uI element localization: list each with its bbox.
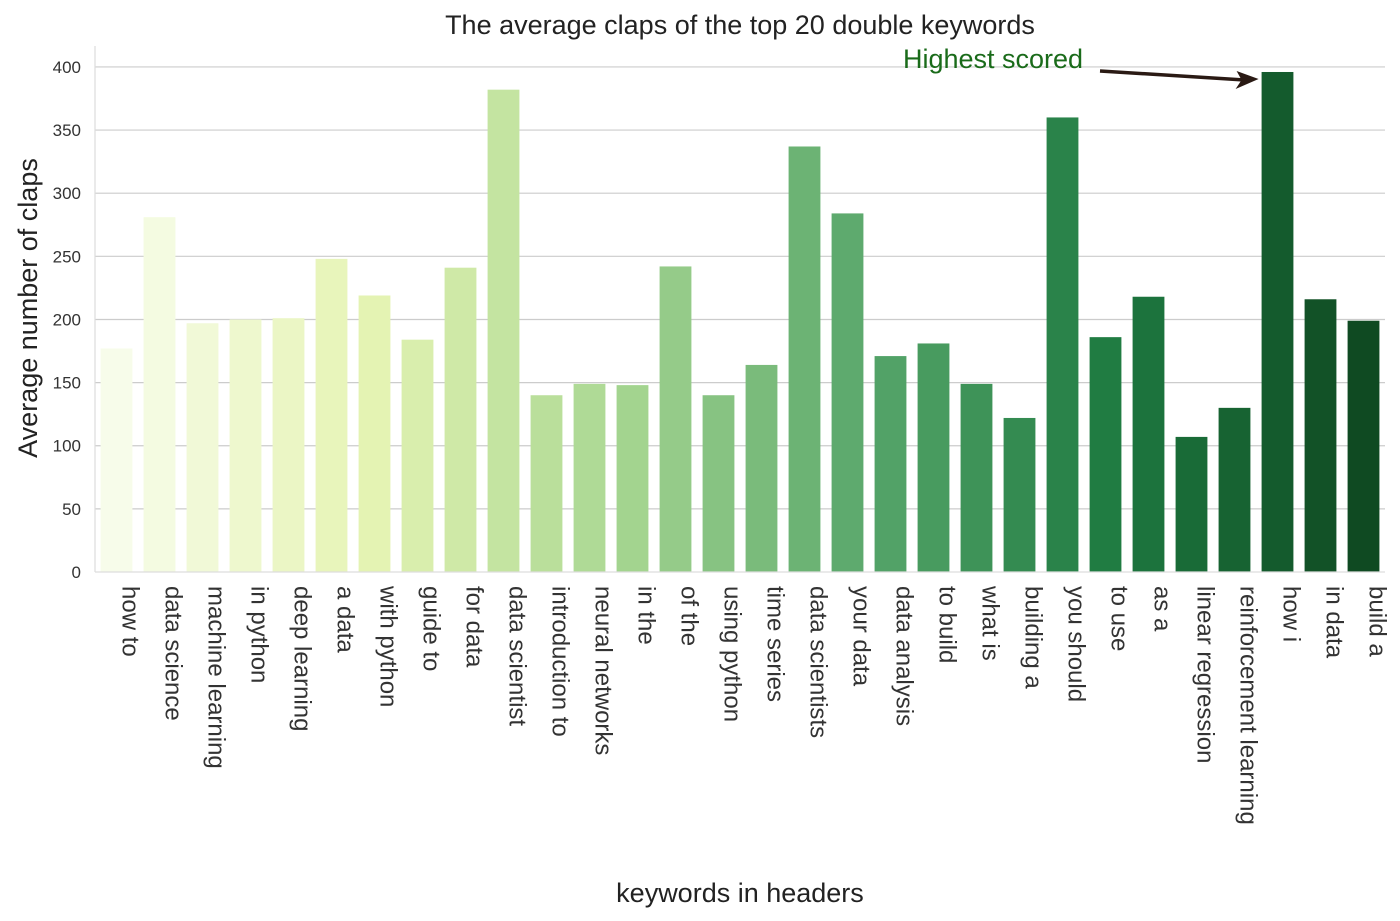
x-tick-label: with python xyxy=(375,585,402,707)
x-tick-label: in python xyxy=(246,586,273,683)
y-tick-label: 200 xyxy=(53,310,81,329)
bar xyxy=(573,383,606,572)
bar xyxy=(358,295,391,572)
annotation-arrowhead xyxy=(1235,70,1259,89)
x-tick-label: what is xyxy=(977,585,1004,661)
x-tick-label: building a xyxy=(1020,586,1047,689)
bar xyxy=(1347,320,1380,572)
bar xyxy=(315,258,348,572)
x-tick-label: build a xyxy=(1364,586,1391,657)
chart-title: The average claps of the top 20 double k… xyxy=(445,10,1035,40)
annotation-arrow xyxy=(1099,69,1245,82)
bar xyxy=(487,89,520,572)
bar xyxy=(659,266,692,572)
bar xyxy=(616,385,649,572)
x-tick-label: guide to xyxy=(418,586,445,671)
bar xyxy=(1218,407,1251,572)
y-tick-label: 50 xyxy=(62,500,81,519)
bar xyxy=(229,319,262,572)
x-tick-label: for data xyxy=(461,586,488,668)
x-tick-labels: how to data science machine learning in pyt… xyxy=(117,585,1391,825)
x-tick-label: how i xyxy=(1278,586,1305,642)
x-tick-label: data scientist xyxy=(504,586,531,726)
y-tick-label: 300 xyxy=(53,184,81,203)
x-tick-label: neural networks xyxy=(590,586,617,755)
bar xyxy=(960,383,993,572)
x-tick-label: reinforcement learning xyxy=(1235,586,1262,825)
bar xyxy=(186,323,219,572)
x-tick-label: deep learning xyxy=(289,586,316,731)
x-tick-label: machine learning xyxy=(203,586,230,769)
x-tick-label: in the xyxy=(633,586,660,645)
x-axis-label: keywords in headers xyxy=(616,878,864,908)
y-tick-label: 100 xyxy=(53,437,81,456)
x-tick-label: your data xyxy=(848,586,875,687)
x-tick-label: data science xyxy=(160,586,187,721)
y-tick-label: 150 xyxy=(53,374,81,393)
bar xyxy=(917,343,950,572)
bar xyxy=(272,318,305,572)
bar xyxy=(788,146,821,572)
y-tick-label: 350 xyxy=(53,121,81,140)
bar xyxy=(745,364,778,572)
grid-lines xyxy=(95,66,1385,510)
x-tick-label: introduction to xyxy=(547,586,574,737)
x-tick-label: data analysis xyxy=(891,586,918,726)
x-tick-label: how to xyxy=(117,586,144,657)
x-tick-label: in data xyxy=(1321,586,1348,659)
bar xyxy=(874,356,907,572)
y-tick-label: 250 xyxy=(53,247,81,266)
x-tick-label: linear regression xyxy=(1192,586,1219,763)
x-tick-label: using python xyxy=(719,586,746,722)
bar xyxy=(444,267,477,572)
bar xyxy=(1046,117,1079,572)
bar xyxy=(1175,436,1208,572)
y-tick-label: 400 xyxy=(53,58,81,77)
bar xyxy=(1089,337,1122,572)
x-tick-label: to build xyxy=(934,586,961,663)
bar xyxy=(1132,296,1165,572)
x-tick-label: data scientists xyxy=(805,586,832,738)
x-tick-label: a data xyxy=(332,586,359,653)
x-tick-label: as a xyxy=(1149,586,1176,632)
annotation: Highest scored xyxy=(903,44,1259,89)
y-tick-labels: 0 50 100 150 200 250 300 350 400 xyxy=(53,58,81,582)
x-tick-label: time series xyxy=(762,586,789,702)
x-tick-label: of the xyxy=(676,586,703,646)
axes xyxy=(94,46,1385,573)
annotation-text: Highest scored xyxy=(903,44,1083,74)
bar xyxy=(143,217,176,572)
bars xyxy=(100,71,1380,573)
bar xyxy=(1304,299,1337,572)
x-tick-label: you should xyxy=(1063,586,1090,702)
bar xyxy=(1003,417,1036,572)
y-axis-label: Average number of claps xyxy=(13,158,43,458)
bar xyxy=(1261,71,1294,573)
x-tick-label: to use xyxy=(1106,586,1133,651)
y-tick-label: 0 xyxy=(72,563,81,582)
bar xyxy=(100,348,133,572)
bar xyxy=(401,339,434,572)
bar xyxy=(702,395,735,572)
bar xyxy=(530,395,563,572)
bar xyxy=(831,213,864,572)
